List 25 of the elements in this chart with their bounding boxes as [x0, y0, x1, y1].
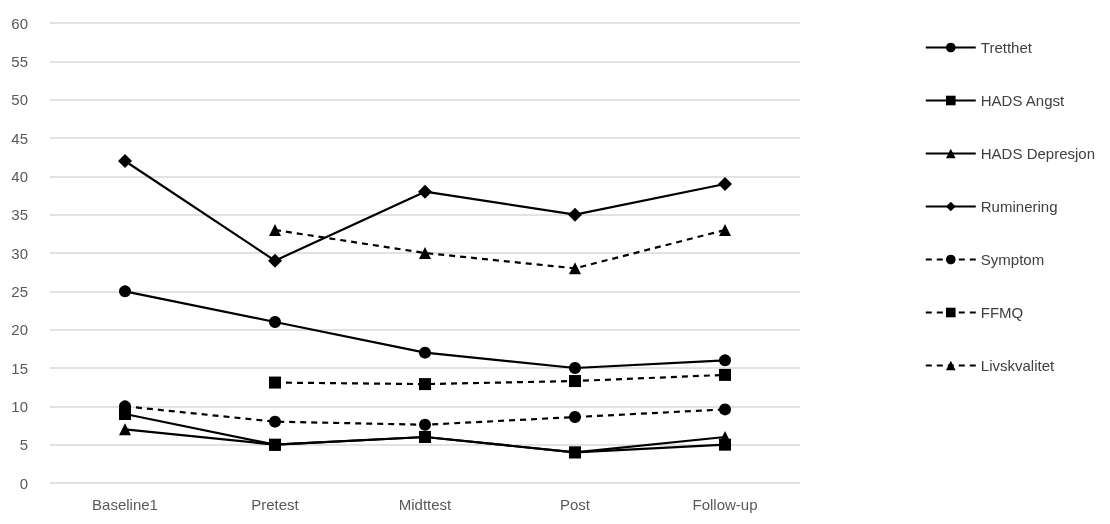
legend-label: Tretthet — [980, 39, 1033, 56]
y-tick-label: 60 — [11, 14, 28, 32]
x-tick-label: Post — [559, 496, 591, 513]
legend-label: Livskvalitet — [980, 357, 1055, 374]
y-tick-label: 25 — [11, 282, 28, 300]
y-tick-label: 15 — [11, 359, 28, 377]
y-tick-label: 0 — [19, 474, 28, 492]
x-tick-label: Pretest — [251, 496, 300, 513]
legend-label: Symptom — [980, 251, 1045, 268]
x-tick-label: Follow-up — [692, 496, 758, 513]
x-tick-label: Baseline1 — [92, 496, 158, 513]
legend-label: HADS Depresjon — [980, 145, 1095, 162]
y-tick-label: 35 — [11, 206, 28, 224]
x-tick-label: Midttest — [398, 496, 453, 513]
legend-label: HADS Angst — [980, 92, 1065, 109]
y-tick-label: 20 — [11, 321, 28, 339]
y-tick-label: 30 — [11, 244, 28, 262]
y-tick-label: 40 — [11, 167, 28, 185]
y-tick-label: 5 — [19, 436, 28, 454]
legend-label: Ruminering — [980, 198, 1058, 215]
y-tick-label: 50 — [11, 91, 28, 109]
y-tick-label: 55 — [11, 52, 28, 70]
y-tick-label: 10 — [11, 397, 28, 415]
y-tick-label: 45 — [11, 129, 28, 147]
legend-label: FFMQ — [980, 304, 1024, 321]
